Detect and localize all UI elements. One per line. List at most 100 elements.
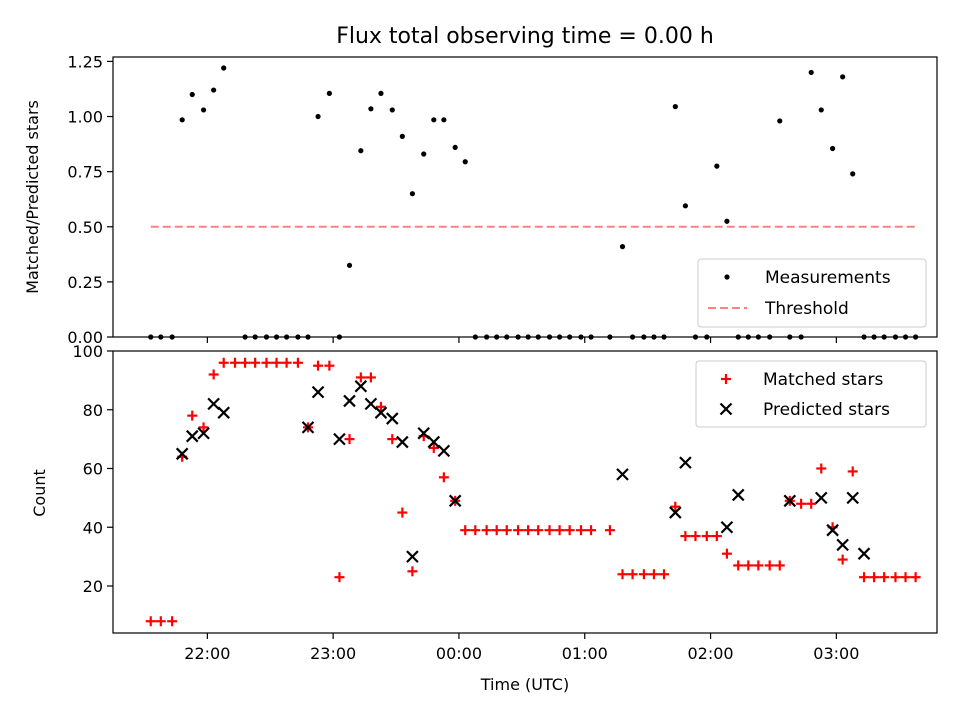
matched-stars-point [523, 525, 534, 536]
matched-stars-point [407, 566, 418, 577]
matched-stars-point [187, 410, 198, 421]
measurement-point [221, 65, 227, 71]
bottom-xtick-label: 00:00 [436, 644, 482, 663]
predicted-stars-point [396, 435, 409, 449]
bottom-legend: Matched stars Predicted stars [695, 360, 927, 428]
matched-stars-point [208, 369, 219, 380]
matched-stars-point [721, 548, 732, 559]
predicted-stars-point [836, 538, 849, 552]
matched-stars-point [753, 560, 764, 571]
measurement-point [777, 118, 783, 124]
matched-stars-point [648, 569, 659, 580]
legend-predicted-marker [719, 402, 733, 416]
measurement-point [619, 244, 626, 250]
measurement-point [189, 91, 195, 98]
top-ylabel: Matched/Predicted stars [23, 100, 42, 294]
predicted-stars-point [846, 491, 859, 505]
top-panel: 0.00 0.25 0.50 0.75 1.00 1.25 Matched/Predict… [23, 52, 938, 347]
predicted-stars-point [616, 468, 629, 481]
measurement-point [462, 159, 468, 165]
bottom-legend-box [695, 360, 927, 428]
matched-stars-point [617, 569, 628, 580]
bottom-ylabel: Count [30, 469, 49, 517]
measurement-point [200, 107, 207, 113]
matched-stars-point [638, 569, 649, 580]
predicted-stars-point [826, 523, 839, 537]
matched-stars-point [387, 434, 398, 445]
top-ytick-label: 0.00 [67, 328, 103, 347]
matched-stars-point [198, 422, 209, 433]
matched-stars-point [733, 560, 744, 571]
matched-stars-point [324, 360, 335, 371]
predicted-stars-point [343, 394, 356, 408]
matched-stars-point [281, 357, 292, 368]
top-axes-frame [112, 56, 938, 338]
matched-stars-point [659, 569, 670, 580]
matched-stars-point [240, 357, 251, 368]
predicted-stars-point [720, 520, 734, 534]
measurement-point [850, 171, 856, 177]
predicted-stars-point [427, 435, 441, 449]
legend-predicted-label: Predicted stars [763, 400, 890, 420]
bottom-panel: 20 40 60 80 100 22:00 23:00 00:00 01:00 02:00 03:0… [30, 342, 938, 694]
matched-stars-point [218, 357, 229, 368]
matched-stars-point [806, 498, 817, 509]
matched-stars-point [544, 525, 555, 536]
matched-stars-point [513, 525, 524, 536]
matched-stars-point [847, 466, 858, 477]
top-ytick-label: 1.25 [67, 52, 103, 71]
predicted-stars-point [386, 412, 399, 425]
matched-stars-point [481, 525, 492, 536]
matched-stars-point [167, 616, 178, 627]
measurement-point [441, 117, 447, 123]
matched-stars-point [397, 507, 408, 518]
measurement-point [179, 117, 185, 123]
matched-stars-point [554, 525, 565, 536]
top-legend: Measurements Threshold [697, 258, 927, 328]
measurement-point [829, 145, 836, 152]
predicted-stars-point [669, 506, 682, 519]
bottom-xtick-label: 22:00 [184, 644, 230, 663]
measurement-point [808, 69, 814, 76]
matched-stars-point [145, 616, 156, 627]
matched-stars-point [910, 572, 921, 583]
measurement-point [672, 104, 678, 110]
predicted-stars-point [731, 488, 745, 502]
measurement-point [421, 151, 427, 157]
matched-stars-point [428, 442, 439, 453]
top-ytick-label: 0.25 [67, 273, 103, 292]
predicted-stars-point [175, 447, 189, 461]
matched-stars-point [690, 531, 701, 542]
predicted-stars-point [814, 491, 828, 505]
matched-stars-point [701, 531, 712, 542]
matched-stars-point [501, 525, 512, 536]
matched-stars-point [261, 357, 272, 368]
matched-stars-point [365, 372, 376, 383]
matched-stars-point [796, 498, 807, 509]
measurement-point [452, 144, 458, 150]
predicted-stars-point [354, 379, 368, 393]
matched-stars-point [711, 531, 722, 542]
predicted-stars-point [185, 429, 199, 443]
measurement-point [431, 117, 437, 123]
measurement-point [724, 218, 730, 224]
matched-stars-point [564, 525, 575, 536]
matched-stars-point [271, 357, 282, 368]
predicted-stars-point [437, 444, 451, 458]
matched-stars-point [627, 569, 638, 580]
matched-stars-point [879, 572, 890, 583]
predicted-stars-point [364, 397, 378, 411]
bottom-ytick-label: 40 [83, 518, 103, 537]
measurement-point [378, 90, 384, 96]
matched-stars-point [890, 572, 901, 583]
matched-stars-point [670, 501, 681, 512]
predicted-stars-point [197, 426, 210, 440]
measurement-point [840, 74, 846, 80]
measurement-point [211, 87, 217, 93]
matched-stars-point [375, 401, 386, 412]
legend-threshold-label: Threshold [764, 299, 849, 319]
predicted-stars-point [417, 426, 431, 440]
measurement-point [399, 133, 405, 139]
matched-stars-point [292, 357, 303, 368]
